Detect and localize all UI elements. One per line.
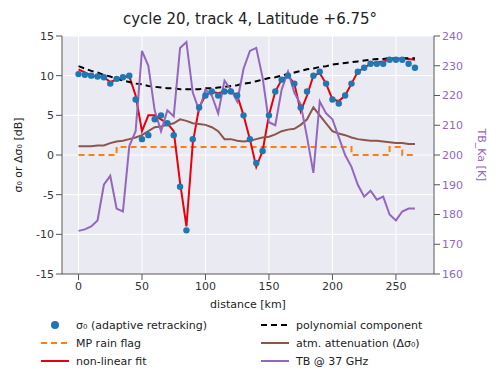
svg-text:160: 160 [442, 268, 463, 281]
svg-text:170: 170 [442, 238, 463, 251]
svg-text:σ₀ or Δσ₀ [dB]: σ₀ or Δσ₀ [dB] [12, 117, 25, 192]
html-text:σ₀ (adaptive retracking): σ₀ (adaptive retracking) [76, 318, 208, 332]
svg-text:-5: -5 [43, 189, 54, 202]
svg-text:100: 100 [195, 280, 216, 293]
svg-text:250: 250 [385, 280, 406, 293]
svg-text:180: 180 [442, 208, 463, 221]
svg-text:150: 150 [258, 280, 279, 293]
svg-text:0: 0 [75, 280, 82, 293]
svg-text:10: 10 [40, 70, 54, 83]
html-text:TB @ 37 GHz: TB @ 37 GHz [296, 354, 369, 368]
svg-text:230: 230 [442, 60, 463, 73]
html-text:polynomial component: polynomial component [296, 318, 423, 332]
svg-text:220: 220 [442, 89, 463, 102]
svg-text:-10: -10 [36, 228, 54, 241]
svg-text:TB_Ka [K]: TB_Ka [K] [475, 128, 488, 182]
svg-text:-15: -15 [36, 268, 54, 281]
svg-text:50: 50 [135, 280, 149, 293]
svg-text:0: 0 [47, 149, 54, 162]
svg-text:200: 200 [442, 149, 463, 162]
svg-text:15: 15 [40, 30, 54, 43]
svg-text:200: 200 [322, 280, 343, 293]
svg-text:distance [km]: distance [km] [210, 298, 286, 311]
html-text:non-linear fit: non-linear fit [76, 354, 147, 368]
svg-text:210: 210 [442, 119, 463, 132]
svg-text:190: 190 [442, 179, 463, 192]
svg-text:5: 5 [47, 109, 54, 122]
html-text:MP rain flag: MP rain flag [76, 336, 142, 350]
html-text:cycle 20, track 4, Latitude +6: cycle 20, track 4, Latitude +6.75° [122, 10, 378, 28]
html-text:atm. attenuation (Δσ₀): atm. attenuation (Δσ₀) [296, 336, 420, 350]
svg-text:240: 240 [442, 30, 463, 43]
